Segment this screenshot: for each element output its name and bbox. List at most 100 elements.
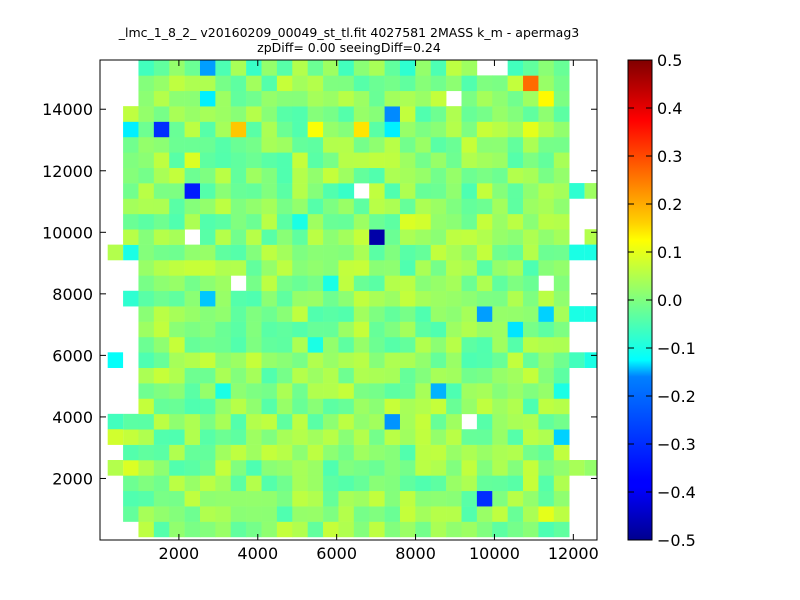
- heatmap-cell: [261, 521, 278, 538]
- heatmap-cell: [492, 367, 508, 384]
- heatmap-cell: [323, 367, 339, 384]
- heatmap-cell: [307, 460, 324, 476]
- heatmap-cell: [523, 352, 539, 368]
- heatmap-cell: [507, 198, 524, 215]
- y-axis-ticks: 2000 4000 6000 8000 10000 12000 14000: [42, 100, 597, 488]
- heatmap-cell: [323, 429, 339, 445]
- heatmap-cell: [153, 398, 170, 415]
- heatmap-cell: [476, 321, 493, 338]
- heatmap-cell: [415, 183, 432, 199]
- heatmap-cell: [307, 383, 324, 399]
- heatmap-cell: [338, 152, 355, 168]
- heatmap-cell: [430, 213, 447, 230]
- heatmap-cell: [584, 460, 597, 476]
- heatmap-cell: [153, 244, 170, 261]
- heatmap-cell: [230, 321, 247, 338]
- heatmap-cell: [415, 121, 432, 138]
- heatmap-cell: [338, 229, 355, 245]
- heatmap-cell: [384, 167, 401, 184]
- heatmap-cell: [338, 75, 355, 92]
- heatmap-cell: [430, 75, 447, 92]
- heatmap-cell: [276, 367, 293, 384]
- heatmap-cell: [184, 244, 201, 261]
- heatmap-cell: [538, 475, 555, 492]
- heatmap-cell: [138, 336, 155, 353]
- heatmap-cell: [369, 183, 385, 199]
- heatmap-cell: [169, 152, 185, 168]
- heatmap-cell: [215, 244, 232, 261]
- heatmap-cell: [507, 260, 524, 276]
- heatmap-cell: [492, 306, 508, 322]
- heatmap-cell: [199, 429, 216, 445]
- heatmap-cell: [461, 506, 478, 522]
- heatmap-cell: [553, 444, 570, 461]
- heatmap-cell: [292, 290, 308, 307]
- heatmap-cell: [538, 290, 555, 307]
- heatmap-cell: [123, 167, 139, 184]
- heatmap-cell: [476, 429, 493, 445]
- heatmap-cell: [292, 275, 308, 292]
- heatmap-cell: [523, 398, 539, 415]
- heatmap-cell: [138, 106, 155, 122]
- heatmap-cell: [292, 75, 308, 92]
- heatmap-cell: [476, 167, 493, 184]
- heatmap-cell: [169, 413, 185, 430]
- heatmap-cell: [369, 275, 385, 292]
- heatmap-cell: [384, 383, 401, 399]
- heatmap-cell: [261, 290, 278, 307]
- heatmap-cell: [199, 152, 216, 168]
- heatmap-cell: [384, 136, 401, 153]
- heatmap-cell: [523, 152, 539, 168]
- heatmap-cell: [538, 106, 555, 122]
- heatmap-cell: [476, 229, 493, 245]
- colorbar-tick-label: 0.0: [657, 291, 682, 310]
- heatmap-cell: [338, 475, 355, 492]
- heatmap-cell: [246, 429, 262, 445]
- heatmap-cell: [538, 521, 555, 538]
- colorbar-tick-label: 0.4: [657, 99, 682, 118]
- heatmap-cell: [384, 336, 401, 353]
- heatmap-cell: [369, 260, 385, 276]
- heatmap-cell: [523, 106, 539, 122]
- colorbar-tick-label: 0.1: [657, 243, 682, 262]
- heatmap-cell: [476, 121, 493, 138]
- heatmap-cell: [399, 213, 416, 230]
- heatmap-cell: [307, 198, 324, 215]
- heatmap-cell: [415, 60, 432, 76]
- heatmap-cell: [323, 90, 339, 107]
- heatmap-cell: [553, 244, 570, 261]
- heatmap-cell: [384, 121, 401, 138]
- heatmap-cell: [276, 229, 293, 245]
- heatmap-cell: [292, 229, 308, 245]
- heatmap-cell: [123, 121, 139, 138]
- heatmap-cell: [107, 460, 124, 476]
- heatmap-cell: [153, 383, 170, 399]
- heatmap-cell: [153, 460, 170, 476]
- heatmap-cell: [184, 521, 201, 538]
- heatmap-cell: [123, 490, 139, 507]
- heatmap-cell: [384, 198, 401, 215]
- heatmap-cell: [399, 198, 416, 215]
- x-tick-label: 12000: [548, 544, 599, 563]
- heatmap-cell: [553, 229, 570, 245]
- heatmap-cell: [292, 244, 308, 261]
- heatmap-cell: [138, 444, 155, 461]
- heatmap-cell: [415, 383, 432, 399]
- heatmap-cell: [553, 521, 570, 538]
- heatmap-cell: [307, 167, 324, 184]
- heatmap-cell: [430, 475, 447, 492]
- heatmap-cell: [492, 290, 508, 307]
- heatmap-cell: [538, 383, 555, 399]
- heatmap-cell: [476, 383, 493, 399]
- heatmap-cell: [415, 167, 432, 184]
- heatmap-cell: [476, 198, 493, 215]
- heatmap-cell: [476, 367, 493, 384]
- heatmap-cell: [138, 152, 155, 168]
- heatmap-cell: [153, 60, 170, 76]
- heatmap-cell: [292, 444, 308, 461]
- heatmap-cell: [169, 213, 185, 230]
- heatmap-cell: [338, 444, 355, 461]
- heatmap-cell: [215, 413, 232, 430]
- heatmap-cell: [476, 152, 493, 168]
- heatmap-cell: [553, 136, 570, 153]
